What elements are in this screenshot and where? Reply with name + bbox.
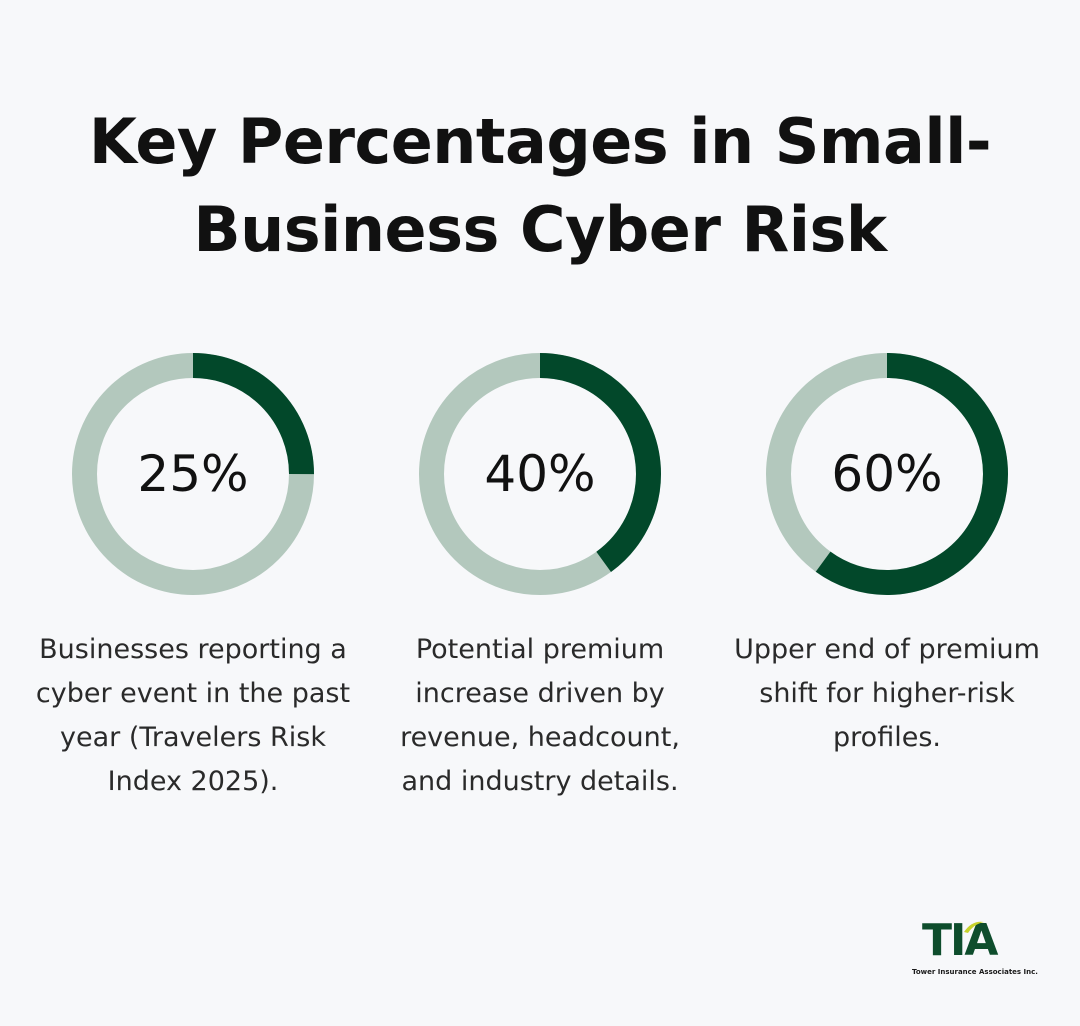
logo-subtitle: Tower Insurance Associates Inc. (912, 968, 1038, 976)
logo-accent-icon (964, 921, 984, 933)
title-line-1: Key Percentages in Small- (88, 105, 992, 178)
donut-svg-3 (766, 353, 1008, 595)
donut-svg-2 (419, 353, 661, 595)
stat-caption-1: Businesses reporting a cyber event in th… (35, 634, 351, 797)
page-title: Key Percentages in Small- Business Cyber… (0, 98, 1080, 274)
donut-value-label-1: 25% (137, 445, 249, 503)
logo-letter-t: T (922, 915, 952, 966)
logo-mark: TIA (922, 915, 998, 966)
donut-segment-2 (419, 353, 661, 595)
title-line-2: Business Cyber Risk (193, 193, 887, 266)
stat-card-1: 25% Businesses reporting a cyber event i… (23, 352, 363, 804)
logo-letter-i: I (950, 915, 966, 966)
donut-chart-3: 60% (765, 352, 1009, 596)
donut-value-label-3: 60% (831, 445, 943, 503)
donut-value-label-2: 40% (484, 445, 596, 503)
stat-caption-3: Upper end of premium shift for higher-ri… (734, 634, 1040, 753)
donut-segment-1 (72, 353, 314, 595)
logo-letter-a: A (964, 915, 998, 966)
company-logo: TIA Tower Insurance Associates Inc. (912, 915, 1038, 980)
donut-chart-1: 25% (71, 352, 315, 596)
donut-svg-1 (72, 353, 314, 595)
donut-chart-2: 40% (418, 352, 662, 596)
stat-card-3: 60% Upper end of premium shift for highe… (717, 352, 1057, 760)
donut-segment-3 (766, 353, 1008, 595)
stat-card-2: 40% Potential premium increase driven by… (370, 352, 710, 804)
stat-caption-2: Potential premium increase driven by rev… (400, 634, 680, 797)
